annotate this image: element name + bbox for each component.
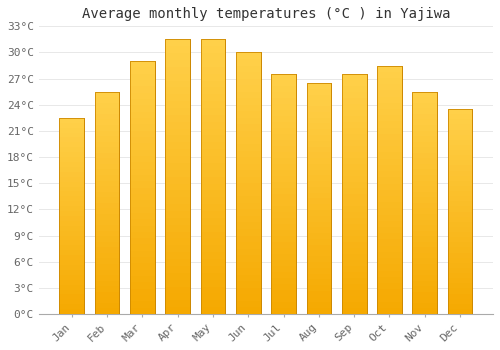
Bar xyxy=(94,92,120,314)
Bar xyxy=(306,83,331,314)
Bar xyxy=(448,109,472,314)
Title: Average monthly temperatures (°C ) in Yajiwa: Average monthly temperatures (°C ) in Ya… xyxy=(82,7,450,21)
Bar xyxy=(342,74,366,314)
Bar xyxy=(448,109,472,314)
Bar xyxy=(271,74,296,314)
Bar xyxy=(130,61,155,314)
Bar xyxy=(236,52,260,314)
Bar xyxy=(130,61,155,314)
Bar xyxy=(60,118,84,314)
Bar xyxy=(412,92,437,314)
Bar xyxy=(377,65,402,314)
Bar xyxy=(306,83,331,314)
Bar xyxy=(94,92,120,314)
Bar xyxy=(236,52,260,314)
Bar xyxy=(271,74,296,314)
Bar xyxy=(342,74,366,314)
Bar xyxy=(166,39,190,314)
Bar xyxy=(412,92,437,314)
Bar xyxy=(200,39,226,314)
Bar xyxy=(166,39,190,314)
Bar xyxy=(377,65,402,314)
Bar xyxy=(200,39,226,314)
Bar xyxy=(60,118,84,314)
